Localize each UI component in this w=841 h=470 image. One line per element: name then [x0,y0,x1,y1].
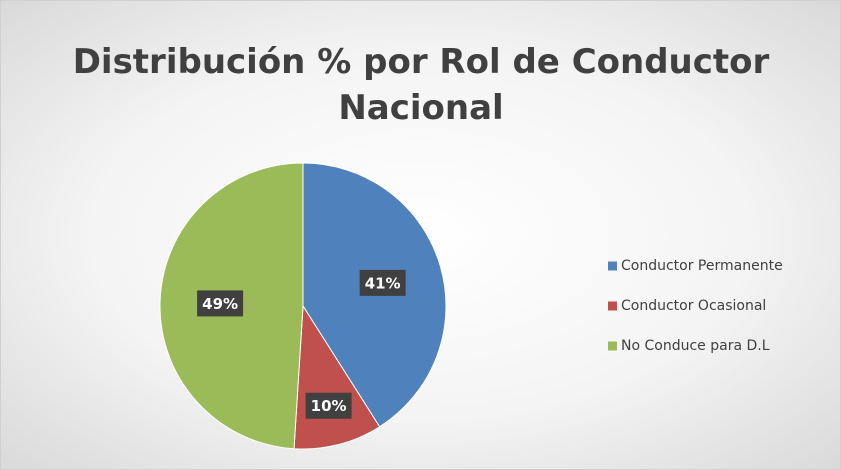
legend-swatch [608,341,617,351]
chart-title: Distribución % por Rol de Conductor Naci… [72,42,770,128]
legend-swatch [608,261,617,271]
data-label: 41% [365,274,401,292]
legend-label: Conductor Permanente [621,258,783,274]
legend-label: No Conduce para D.L [621,338,770,354]
data-label-box [305,392,352,419]
data-label-box [197,290,244,317]
data-label-box [359,269,406,296]
data-label: 10% [311,397,347,415]
legend-label: Conductor Ocasional [621,298,766,314]
data-label: 49% [202,295,238,313]
legend-swatch [608,301,617,311]
